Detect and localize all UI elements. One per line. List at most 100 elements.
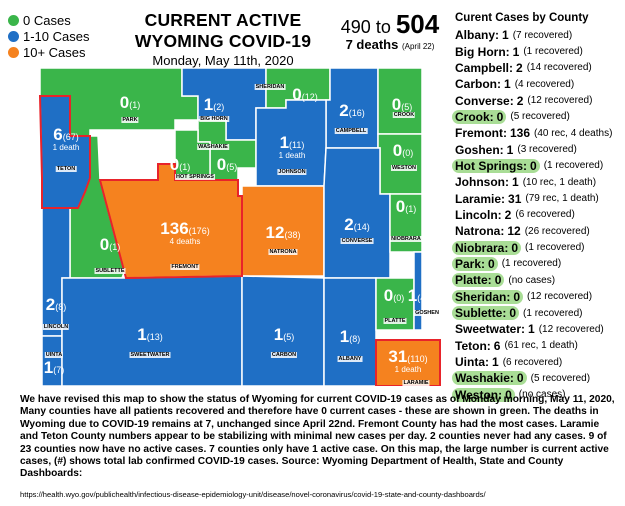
county-rows: Albany: 1 (7 recovered) Big Horn: 1 (1 recove… [452, 27, 625, 403]
county-name-platte: PLATTE [383, 318, 407, 324]
county-list-item: Teton: 6 (61 rec, 1 death) [455, 338, 625, 354]
county-list-cases: 12 [507, 224, 521, 239]
county-list-cases: 1 [492, 355, 499, 370]
county-name-washakie: WASHAKIE [197, 144, 229, 150]
county-list-name-group: Carbon: 1 [455, 77, 511, 91]
county-list-name-group: Teton: 6 [455, 339, 500, 353]
county-active-cases: 12(38) [266, 223, 301, 242]
legend-label-zero: 0 Cases [23, 12, 71, 28]
county-name-laramie: LARAMIE [402, 380, 430, 386]
county-shape-carbon [241, 275, 325, 386]
map-legend: 0 Cases 1-10 Cases 10+ Cases [8, 12, 89, 60]
county-active-value: 1 [273, 325, 284, 344]
county-list-name-group: Goshen: 1 [455, 143, 513, 157]
county-name-carbon: CARBON [270, 352, 298, 358]
county-list-item: Campbell: 2 (14 recovered) [455, 60, 625, 76]
county-active-value: 136 [160, 219, 189, 238]
county-active-value: 6 [53, 125, 63, 144]
county-name-crook: CROOK [392, 112, 416, 118]
county-list-detail: (1 recovered) [523, 46, 583, 58]
county-total-cases: (0) [393, 293, 405, 303]
county-total-cases: (1) [129, 100, 141, 110]
county-active-value: 1 [339, 327, 350, 346]
county-outline-laramie [375, 339, 441, 386]
county-total-cases: (1) [109, 242, 121, 252]
county-list-item: Natrona: 12 (26 recovered) [455, 223, 625, 239]
county-list-name: Laramie: [455, 191, 506, 206]
county-list-name: Carbon: [455, 77, 501, 92]
county-list-detail: (14 recovered) [526, 62, 592, 74]
county-name-niobrara: NIOBRARA [390, 236, 422, 242]
legend-swatch-low [8, 30, 19, 42]
county-list-name: Sheridan: [455, 289, 511, 304]
county-list-detail: (1 recovered) [523, 307, 583, 319]
county-label-niobrara: 0(1) [396, 198, 416, 216]
county-total-cases: (8) [55, 302, 67, 312]
county-list-name-group: Weston: 0 [452, 387, 515, 402]
county-list-name: Albany: [455, 28, 500, 43]
county-list-item: Weston: 0 (no cases) [452, 387, 625, 403]
county-name-weston: WESTON [390, 165, 418, 171]
county-list-detail: (12 recovered) [538, 323, 604, 335]
county-total-cases: (13) [146, 332, 163, 342]
county-list-name: Weston: [455, 387, 503, 402]
county-list-cases: 0 [505, 387, 512, 402]
title-line-1: CURRENT ACTIVE [144, 10, 302, 30]
county-active-value: 0 [99, 235, 110, 254]
county-list-item: Goshen: 1 (3 recovered) [455, 141, 625, 157]
county-list-name-group: Converse: 2 [455, 94, 523, 108]
county-list-item: Park: 0 (1 recovered) [452, 256, 625, 272]
county-list-cases: 31 [508, 191, 522, 206]
county-list-detail: (4 recovered) [514, 78, 575, 90]
county-active-cases: 1(2) [204, 95, 224, 114]
legend-label-high: 10+ Cases [23, 44, 86, 60]
county-list-cases: 1 [504, 77, 511, 92]
county-total-cases: (1) [179, 162, 191, 172]
county-list-name: Park: [455, 256, 486, 271]
county-name-sublette: SUBLETTE [94, 268, 126, 274]
county-list-name: Teton: [455, 338, 491, 353]
county-label-weston: 0(0) [393, 142, 413, 160]
county-list-name-group: Washakie: 0 [452, 371, 527, 386]
county-list-name-group: Sweetwater: 1 [455, 322, 535, 336]
county-list-name: Natrona: [455, 224, 505, 239]
county-name-johnson: JOHNSON [277, 169, 307, 175]
to-word: to [375, 17, 391, 37]
legend-swatch-high [8, 46, 19, 58]
county-total-cases: (5) [401, 102, 413, 112]
county-list-name: Platte: [455, 273, 492, 288]
source-link[interactable]: https://health.wyo.gov/publichealth/infe… [20, 490, 486, 499]
county-active-cases: 1(7) [44, 358, 64, 377]
county-list-cases: 1 [506, 142, 514, 157]
county-list-name-group: Park: 0 [452, 256, 498, 271]
county-total-cases: (8) [349, 334, 361, 344]
county-label-fremont: 136(176) 4 deaths [160, 220, 209, 246]
county-list-name-group: Platte: 0 [452, 273, 505, 288]
county-active-value: 2 [344, 215, 354, 234]
county-label-park: 0(1) [120, 94, 140, 112]
map-description: We have revised this map to show the sta… [20, 394, 615, 480]
county-label-albany: 1(8) [340, 328, 360, 346]
county-label-crook: 0(5) [392, 96, 412, 114]
county-list-cases: 1 [512, 175, 519, 190]
county-list-cases: 0 [488, 256, 495, 271]
county-deaths: 1 death [394, 365, 422, 374]
county-total-cases: (176) [188, 226, 210, 236]
county-list-detail: (79 rec, 1 death) [525, 193, 599, 205]
county-list-cases: 0 [509, 306, 517, 321]
county-list-name: Niobrara: [455, 240, 509, 255]
county-list-heading: Curent Cases by County [455, 12, 589, 24]
county-list-cases: 0 [516, 371, 524, 386]
county-list-name-group: Lincoln: 2 [455, 208, 511, 222]
county-active-value: 0 [119, 93, 130, 112]
county-total-cases: (5) [226, 162, 238, 172]
county-list-item: Lincoln: 2 (6 recovered) [455, 207, 625, 223]
county-list-detail: (6 recovered) [502, 356, 563, 368]
county-list-cases: 6 [493, 338, 501, 353]
county-label-natrona: 12(38) [266, 224, 301, 242]
county-label-johnson: 1(11) 1 death [279, 134, 306, 160]
county-list-detail: (1 recovered) [501, 258, 562, 270]
county-list-item: Laramie: 31 (79 rec, 1 death) [455, 190, 625, 206]
county-active-value: 31 [388, 347, 408, 366]
county-list-cases: 136 [510, 126, 531, 141]
